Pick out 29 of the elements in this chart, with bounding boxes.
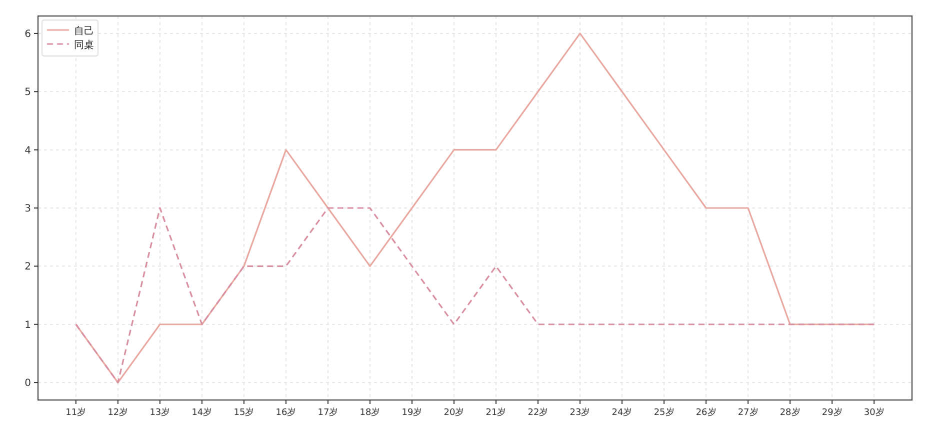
x-tick-label: 25岁 <box>654 407 674 418</box>
x-tick-label: 20岁 <box>444 407 464 418</box>
x-tick-label: 29岁 <box>822 407 842 418</box>
x-tick-label: 12岁 <box>108 407 128 418</box>
legend-label: 自己 <box>74 25 94 37</box>
x-tick-label: 28岁 <box>780 407 800 418</box>
x-tick-label: 13岁 <box>150 407 170 418</box>
x-tick-label: 27岁 <box>738 407 758 418</box>
x-tick-label: 30岁 <box>864 407 884 418</box>
x-tick-label: 17岁 <box>318 407 338 418</box>
y-tick-label: 2 <box>24 262 31 273</box>
y-tick-label: 3 <box>24 204 31 214</box>
x-tick-label: 24岁 <box>612 407 632 418</box>
y-tick-label: 4 <box>24 145 31 156</box>
x-tick-label: 21岁 <box>486 407 506 418</box>
x-tick-label: 26岁 <box>696 407 716 418</box>
x-tick-label: 15岁 <box>234 407 254 418</box>
y-tick-label: 6 <box>24 28 31 40</box>
y-tick-label: 5 <box>24 87 31 98</box>
x-tick-label: 22岁 <box>528 407 548 418</box>
x-tick-label: 23岁 <box>570 407 590 418</box>
x-tick-label: 18岁 <box>360 407 380 418</box>
x-tick-label: 16岁 <box>276 407 296 418</box>
y-tick-label: 1 <box>24 320 31 331</box>
x-tick-label: 19岁 <box>402 407 422 418</box>
y-tick-label: 0 <box>24 378 31 390</box>
x-tick-label: 11岁 <box>66 407 86 418</box>
legend-label: 同桌 <box>74 39 94 51</box>
x-tick-label: 14岁 <box>192 407 212 418</box>
